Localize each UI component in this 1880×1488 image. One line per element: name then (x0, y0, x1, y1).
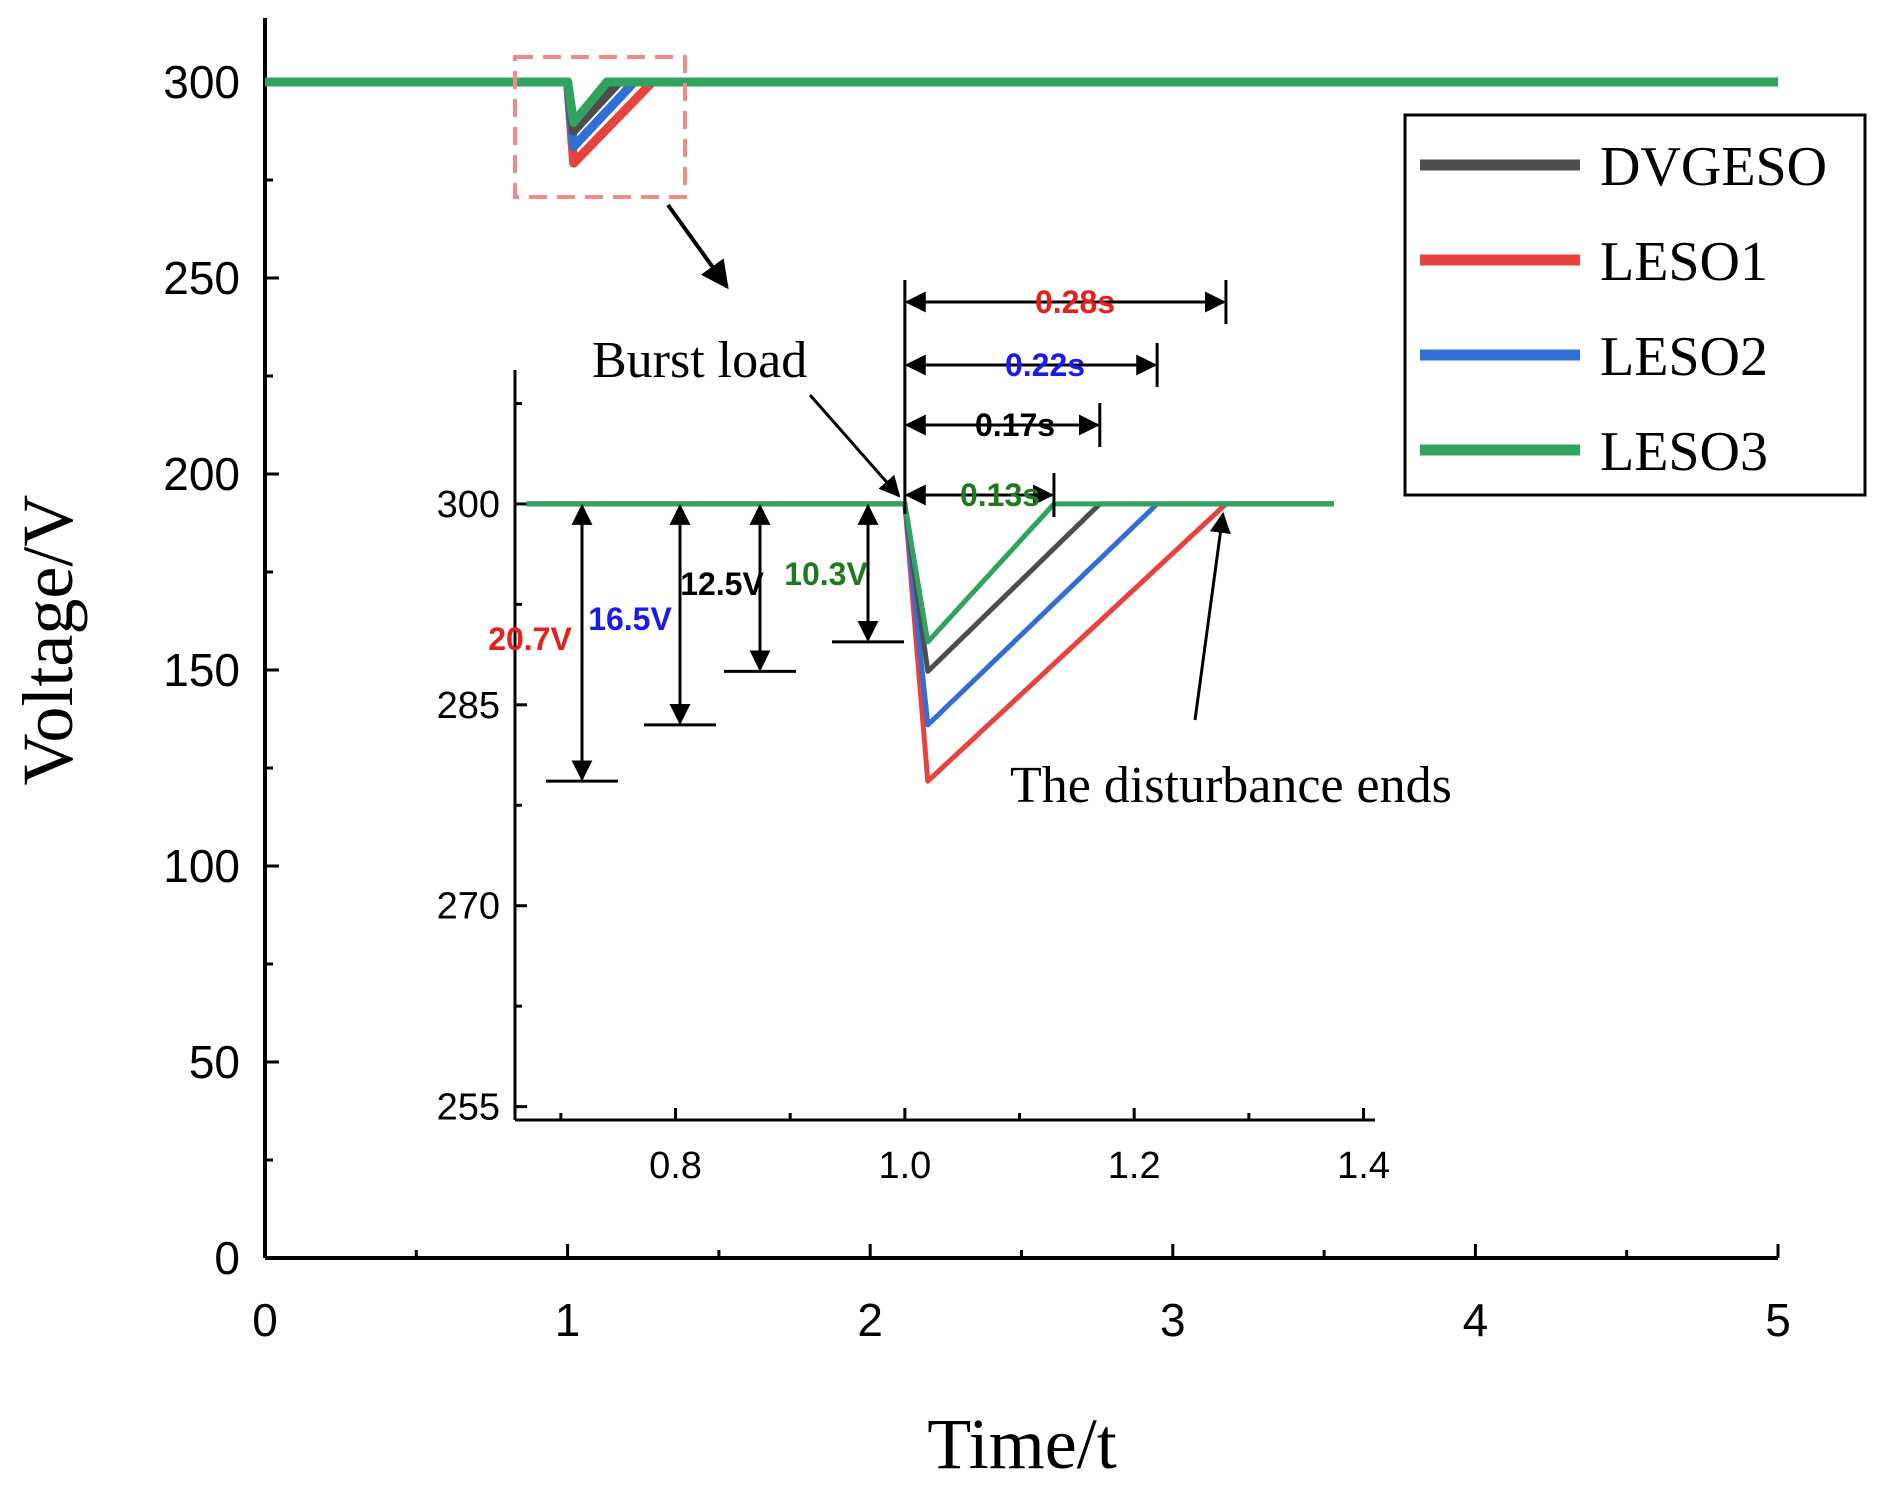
zoom-arrow (666, 203, 729, 290)
legend: DVGESO LESO1 LESO2 LESO3 (1403, 113, 1867, 497)
y-tick-label: 0 (214, 1232, 240, 1284)
inset-x-tick-label: 1.0 (878, 1145, 931, 1187)
x-tick-label: 1 (555, 1294, 581, 1346)
inset-x-tick-label: 0.8 (649, 1145, 702, 1187)
time-span-label: 0.28s (1035, 284, 1115, 320)
voltage-drop-label: 10.3V (784, 556, 868, 592)
main-series (262, 77, 1781, 168)
legend-label-leso3: LESO3 (1600, 421, 1768, 483)
inset-y-tick-label: 255 (437, 1087, 500, 1129)
burst-load-label: Burst load (592, 332, 807, 389)
time-span-label: 0.22s (1005, 347, 1085, 383)
inset-x-tick-label: 1.4 (1337, 1145, 1390, 1187)
voltage-drop-label: 20.7V (488, 621, 572, 657)
inset-y-tick-label: 285 (437, 685, 500, 727)
legend-box (1403, 113, 1867, 497)
x-tick-label: 3 (1160, 1294, 1186, 1346)
y-tick-label: 250 (163, 252, 240, 304)
y-tick-label: 150 (163, 644, 240, 696)
x-ticks: 0 1 2 3 4 5 (252, 1244, 1791, 1346)
y-ticks: 0 50 100 150 200 250 300 (163, 56, 279, 1284)
inset-bg (515, 370, 1375, 1120)
voltage-drop-label: 12.5V (680, 566, 764, 602)
inset-series-line-leso3 (526, 501, 1334, 645)
zoom-box (513, 55, 687, 199)
legend-label-dvgeso: DVGESO (1600, 136, 1827, 198)
burst-load-leader (808, 394, 901, 498)
voltage-drop-label: 16.5V (588, 601, 672, 637)
series-line-leso3 (262, 77, 1781, 127)
inset-y-tick-label: 270 (437, 886, 500, 928)
legend-label-leso2: LESO2 (1600, 326, 1768, 388)
y-tick-label: 200 (163, 448, 240, 500)
legend-items: DVGESO LESO1 LESO2 LESO3 (1420, 136, 1827, 483)
x-tick-label: 0 (252, 1294, 278, 1346)
inset-y-ticks: 300 285 270 255 (437, 401, 527, 1129)
inset-x-tick-label: 1.2 (1108, 1145, 1161, 1187)
inset-series (526, 501, 1334, 784)
y-tick-label: 50 (189, 1036, 240, 1088)
x-tick-label: 2 (857, 1294, 883, 1346)
time-span-label: 0.17s (975, 407, 1055, 443)
inset-x-ticks: 0.8 1.0 1.2 1.4 (559, 1108, 1390, 1187)
x-tick-label: 4 (1463, 1294, 1489, 1346)
y-axis-title: Voltage/V (8, 495, 88, 786)
inset: 0.8 1.0 1.2 1.4 300 285 270 255 0.28s 0.22s 0.17… (437, 280, 1390, 1187)
y-tick-label: 300 (163, 56, 240, 108)
x-axis-title: Time/t (927, 1404, 1116, 1484)
x-tick-label: 5 (1765, 1294, 1791, 1346)
disturbance-ends-label: The disturbance ends (1010, 757, 1452, 814)
time-span-label: 0.13s (960, 477, 1040, 513)
disturbance-ends-leader (1193, 511, 1231, 721)
legend-label-leso1: LESO1 (1600, 231, 1768, 293)
y-tick-label: 100 (163, 840, 240, 892)
inset-y-tick-label: 300 (437, 484, 500, 526)
main-axes: 0 1 2 3 4 5 0 50 100 150 200 250 300 (163, 18, 1791, 1346)
